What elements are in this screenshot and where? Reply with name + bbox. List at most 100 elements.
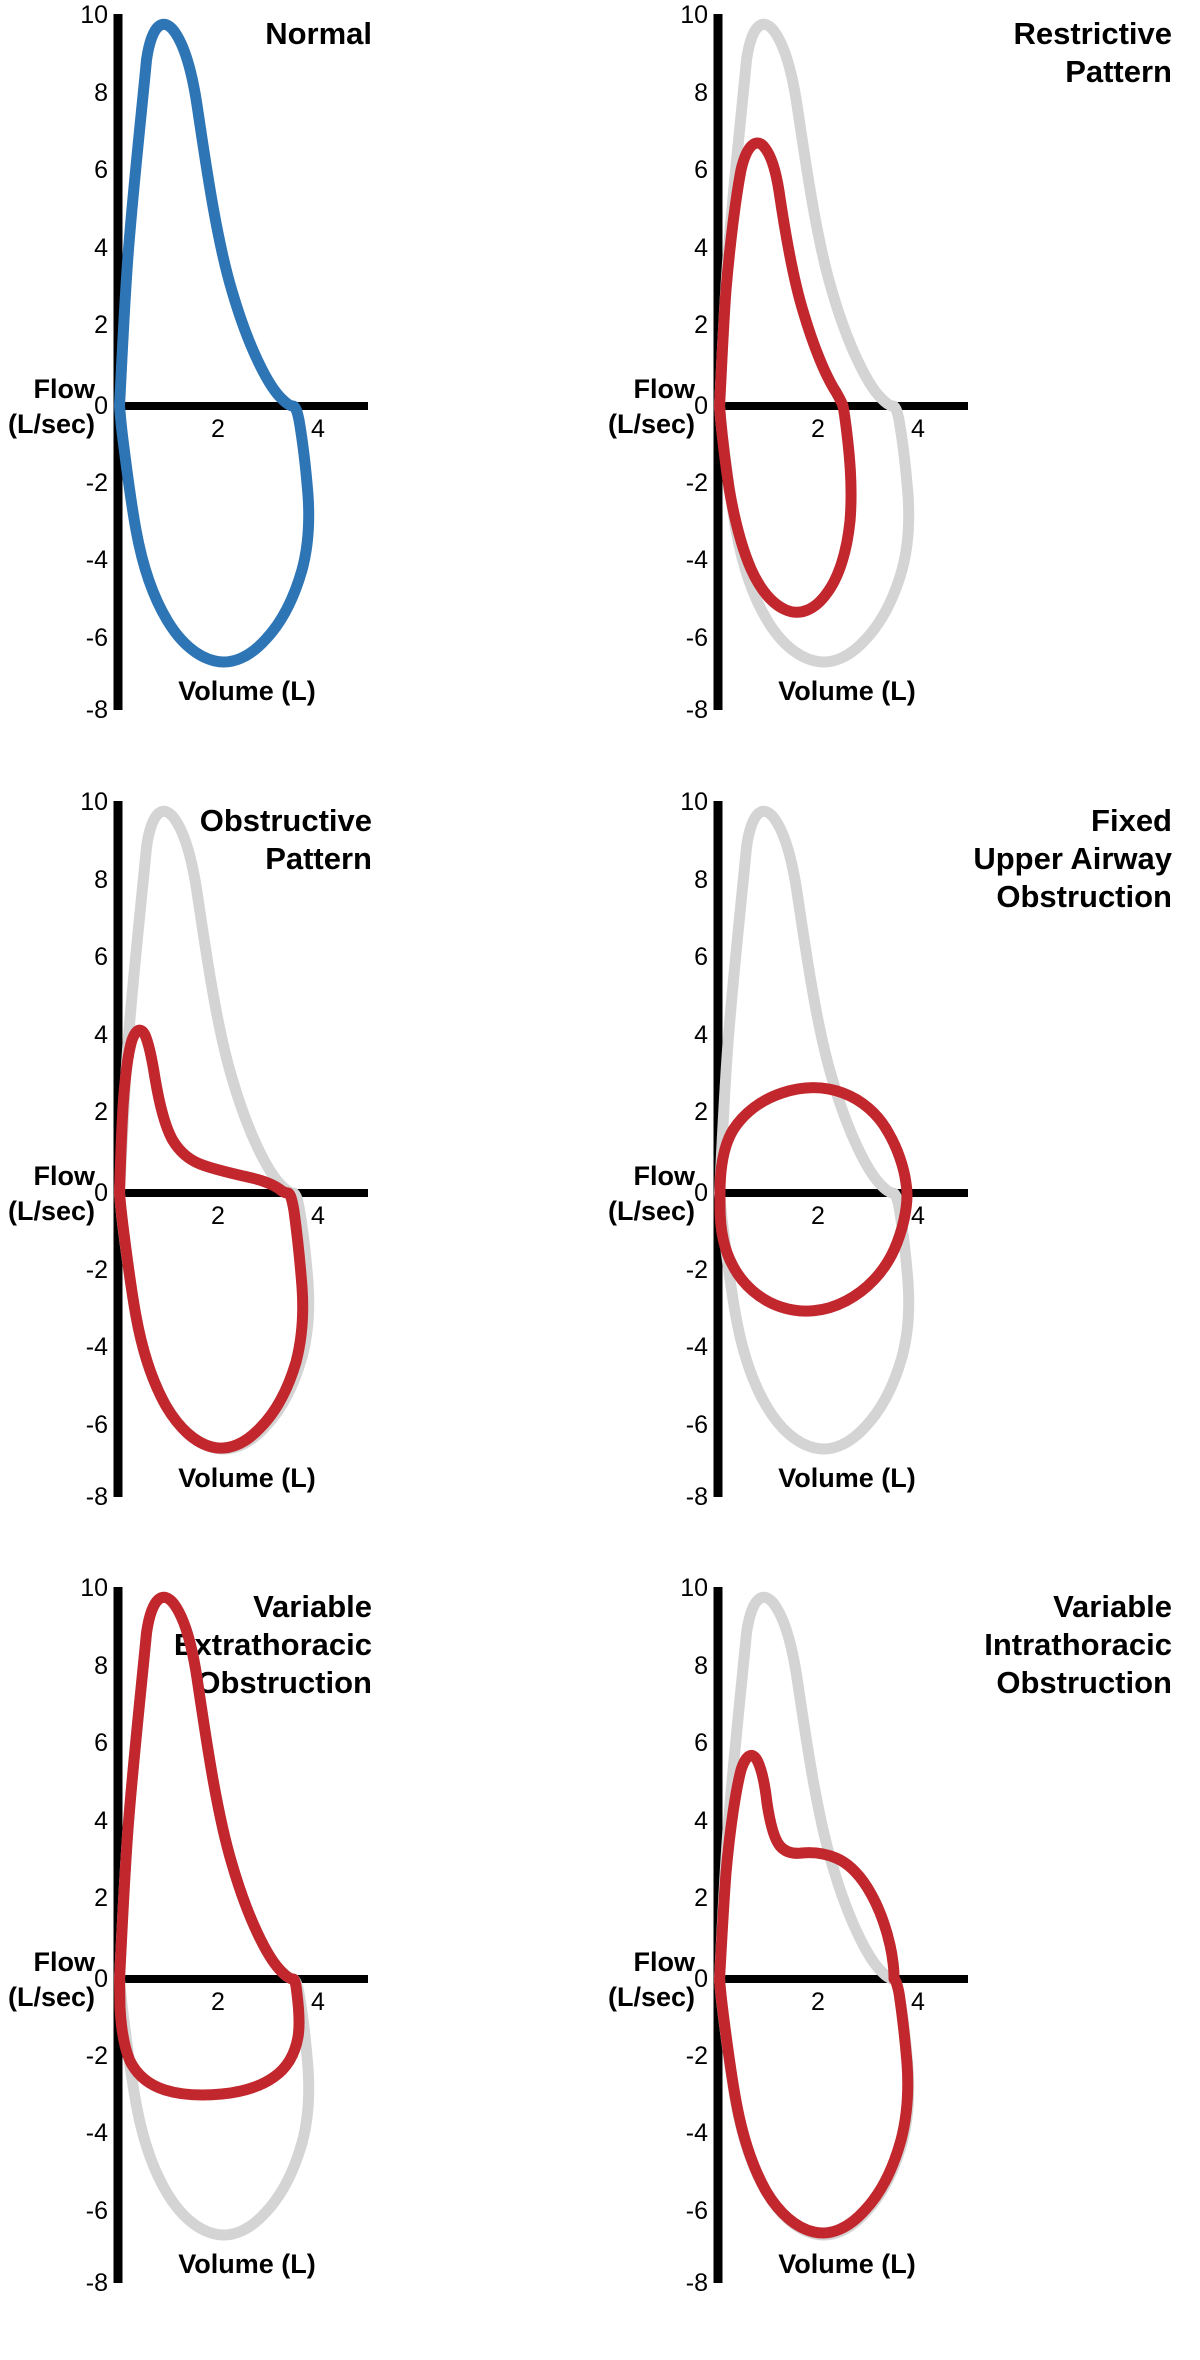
x-tick-2: 2: [811, 415, 825, 443]
panel-title-line2: Extrathoracic: [174, 1627, 372, 1662]
restrictive-flow-volume-curve: [714, 137, 857, 618]
y-tick-4: 4: [94, 1021, 108, 1049]
panel-restrictive: 10 8 6 4 2 0 -2 -4 -6 -8 2 4 Flow (L/sec…: [600, 0, 1200, 787]
y-axis-title-line1: Flow: [34, 1947, 96, 1977]
y-tick-0: 0: [694, 1179, 708, 1207]
y-tick-8: 8: [94, 866, 108, 894]
panel-title-line1: Obstructive: [200, 803, 372, 838]
y-tick-neg6: -6: [86, 1411, 108, 1439]
y-tick-0: 0: [94, 1965, 108, 1993]
panel-fixed-upper-airway: 10 8 6 4 2 0 -2 -4 -6 -8 2 4 Flow (L/sec…: [600, 787, 1200, 1574]
y-tick-10: 10: [680, 1, 708, 29]
panel-normal: 10 8 6 4 2 0 -2 -4 -6 -8 2 4 Flow (L/sec…: [0, 0, 600, 787]
x-tick-4: 4: [311, 1202, 325, 1230]
y-tick-6: 6: [94, 1729, 108, 1757]
y-tick-10: 10: [80, 1, 108, 29]
obstructive-flow-volume-curve: [114, 1024, 309, 1454]
y-tick-10: 10: [80, 1574, 108, 1602]
y-tick-2: 2: [694, 311, 708, 339]
y-tick-neg6: -6: [86, 2197, 108, 2225]
y-axis-title-line2: (L/sec): [8, 409, 95, 439]
y-tick-neg4: -4: [686, 2119, 708, 2147]
x-tick-2: 2: [211, 1988, 225, 2016]
y-tick-10: 10: [80, 788, 108, 816]
y-tick-neg8: -8: [686, 1483, 708, 1511]
panel-title-line2: Upper Airway: [973, 841, 1172, 876]
y-tick-neg8: -8: [686, 2269, 708, 2297]
y-tick-0: 0: [94, 392, 108, 420]
panel-restrictive-svg: 10 8 6 4 2 0 -2 -4 -6 -8 2 4 Flow (L/sec…: [608, 1, 1172, 724]
y-axis-title-line2: (L/sec): [8, 1982, 95, 2012]
y-tick-8: 8: [694, 866, 708, 894]
x-tick-4: 4: [311, 415, 325, 443]
x-axis-title: Volume (L): [178, 1463, 316, 1493]
panel-title-line3: Obstruction: [196, 1665, 372, 1700]
x-tick-4: 4: [311, 1988, 325, 2016]
panel-obstructive-svg: 10 8 6 4 2 0 -2 -4 -6 -8 2 4 Flow (L/sec…: [8, 788, 372, 1511]
y-tick-neg4: -4: [86, 1333, 108, 1361]
y-tick-0: 0: [694, 392, 708, 420]
panel-title-line3: Obstruction: [996, 1665, 1172, 1700]
y-tick-neg4: -4: [686, 1333, 708, 1361]
panel-variable-extrathoracic-svg: 10 8 6 4 2 0 -2 -4 -6 -8 2 4 Flow (L/sec…: [8, 1574, 372, 2297]
x-tick-4: 4: [911, 1988, 925, 2016]
y-tick-6: 6: [694, 943, 708, 971]
y-tick-8: 8: [94, 1652, 108, 1680]
y-tick-neg2: -2: [686, 2042, 708, 2070]
panel-title-line1: Variable: [253, 1589, 372, 1624]
panel-normal-svg: 10 8 6 4 2 0 -2 -4 -6 -8 2 4 Flow (L/sec…: [8, 1, 372, 724]
y-tick-neg2: -2: [686, 1256, 708, 1284]
y-tick-neg2: -2: [686, 469, 708, 497]
y-tick-10: 10: [680, 1574, 708, 1602]
y-tick-2: 2: [694, 1884, 708, 1912]
x-axis-title: Volume (L): [778, 676, 916, 706]
y-tick-neg2: -2: [86, 469, 108, 497]
x-axis-title: Volume (L): [778, 2249, 916, 2279]
y-axis-title-line1: Flow: [34, 1161, 96, 1191]
y-tick-2: 2: [94, 1098, 108, 1126]
panel-variable-intrathoracic: 10 8 6 4 2 0 -2 -4 -6 -8 2 4 Flow (L/sec…: [600, 1573, 1200, 2360]
y-tick-neg6: -6: [686, 624, 708, 652]
y-tick-neg2: -2: [86, 2042, 108, 2070]
y-tick-8: 8: [694, 1652, 708, 1680]
y-tick-neg4: -4: [686, 546, 708, 574]
variable-intrathoracic-flow-volume-curve: [714, 1750, 914, 2239]
y-tick-4: 4: [694, 1807, 708, 1835]
x-tick-2: 2: [811, 1988, 825, 2016]
y-tick-8: 8: [694, 79, 708, 107]
y-axis-title-line2: (L/sec): [608, 409, 695, 439]
x-tick-2: 2: [211, 1202, 225, 1230]
reference-normal-curve: [714, 805, 915, 1455]
panel-fixed-upper-airway-svg: 10 8 6 4 2 0 -2 -4 -6 -8 2 4 Flow (L/sec…: [608, 788, 1173, 1511]
fixed-upper-airway-flow-volume-curve: [714, 1082, 913, 1317]
y-axis-title-line1: Flow: [634, 1947, 696, 1977]
y-tick-8: 8: [94, 79, 108, 107]
y-tick-2: 2: [694, 1098, 708, 1126]
panel-variable-extrathoracic: 10 8 6 4 2 0 -2 -4 -6 -8 2 4 Flow (L/sec…: [0, 1573, 600, 2360]
panel-title-line1: Variable: [1053, 1589, 1172, 1624]
y-axis-title-line1: Flow: [634, 1161, 696, 1191]
y-tick-2: 2: [94, 311, 108, 339]
y-axis-title-line2: (L/sec): [608, 1196, 695, 1226]
y-tick-4: 4: [94, 1807, 108, 1835]
y-axis-title-line1: Flow: [34, 374, 96, 404]
y-tick-0: 0: [94, 1179, 108, 1207]
y-axis-title-line1: Flow: [634, 374, 696, 404]
y-tick-neg8: -8: [86, 2269, 108, 2297]
x-tick-2: 2: [211, 415, 225, 443]
panel-title-line2: Pattern: [265, 841, 372, 876]
y-tick-neg8: -8: [86, 696, 108, 724]
x-tick-2: 2: [811, 1202, 825, 1230]
panel-obstructive: 10 8 6 4 2 0 -2 -4 -6 -8 2 4 Flow (L/sec…: [0, 787, 600, 1574]
x-axis-title: Volume (L): [178, 2249, 316, 2279]
y-tick-neg4: -4: [86, 2119, 108, 2147]
y-tick-neg8: -8: [686, 696, 708, 724]
y-tick-6: 6: [694, 1729, 708, 1757]
panel-variable-intrathoracic-svg: 10 8 6 4 2 0 -2 -4 -6 -8 2 4 Flow (L/sec…: [608, 1574, 1172, 2297]
x-axis-title: Volume (L): [178, 676, 316, 706]
x-tick-4: 4: [911, 415, 925, 443]
x-tick-4: 4: [911, 1202, 925, 1230]
y-tick-neg2: -2: [86, 1256, 108, 1284]
y-tick-4: 4: [694, 1021, 708, 1049]
